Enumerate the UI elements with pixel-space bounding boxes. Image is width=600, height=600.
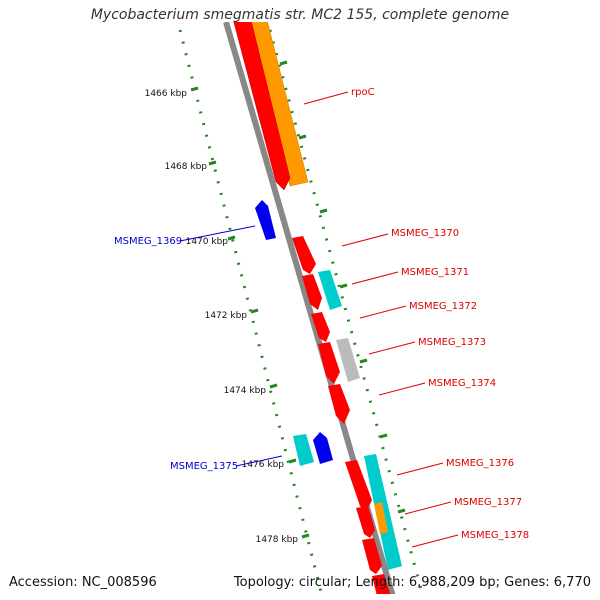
gene-msmeg-1373-red[interactable] xyxy=(318,342,340,384)
kbp-label-1474: 1474 kbp xyxy=(224,386,267,396)
label-msmeg-1376[interactable]: MSMEG_1376 xyxy=(446,458,514,469)
summary-text: Topology: circular; Length: 6,988,209 bp… xyxy=(233,575,591,590)
gene-msmeg-1377-red[interactable] xyxy=(356,506,375,538)
label-msmeg-1373[interactable]: MSMEG_1373 xyxy=(418,337,486,348)
kbp-label-1466: 1466 kbp xyxy=(145,89,188,99)
label-msmeg-1371[interactable]: MSMEG_1371 xyxy=(401,267,469,278)
gene-msmeg-1376[interactable] xyxy=(345,460,372,512)
gene-msmeg-1373[interactable] xyxy=(336,338,360,382)
gene-msmeg-1371-red[interactable] xyxy=(302,274,322,310)
label-msmeg-1377[interactable]: MSMEG_1377 xyxy=(454,497,522,508)
label-msmeg-1374[interactable]: MSMEG_1374 xyxy=(428,378,496,389)
kbp-label-1472: 1472 kbp xyxy=(205,311,248,321)
inner-ruler-ticks xyxy=(190,86,310,539)
gene-next-red[interactable] xyxy=(372,574,392,600)
reverse-leader-lines xyxy=(179,225,283,467)
gene-msmeg-1374[interactable] xyxy=(328,384,350,424)
kbp-label-1470: 1470 kbp xyxy=(186,237,229,247)
outer-ruler xyxy=(268,29,424,594)
gene-msmeg-1371[interactable] xyxy=(318,270,342,310)
label-msmeg-1370[interactable]: MSMEG_1370 xyxy=(391,228,459,239)
label-msmeg-1378[interactable]: MSMEG_1378 xyxy=(461,530,529,541)
gene-rpoC[interactable] xyxy=(228,0,291,191)
gene-msmeg-1372[interactable] xyxy=(311,312,330,342)
forward-leader-lines xyxy=(303,91,459,548)
inner-ruler xyxy=(178,29,324,594)
gene-msmeg-1375[interactable] xyxy=(293,434,314,466)
gene-msmeg-1378[interactable] xyxy=(362,538,382,574)
outer-ruler-ticks xyxy=(279,60,406,514)
gene-msmeg-1377[interactable] xyxy=(374,502,388,534)
label-msmeg-1369[interactable]: MSMEG_1369 xyxy=(114,236,182,247)
kbp-label-1476: 1476 kbp xyxy=(242,460,285,470)
kbp-label-1478: 1478 kbp xyxy=(256,535,299,545)
kbp-label-1468: 1468 kbp xyxy=(165,162,208,172)
gene-msmeg-1369[interactable] xyxy=(255,200,276,240)
label-rpoC[interactable]: rpoC xyxy=(351,87,375,98)
accession-text: Accession: NC_008596 xyxy=(9,575,157,590)
gene-msmeg-1370[interactable] xyxy=(292,236,316,274)
label-msmeg-1372[interactable]: MSMEG_1372 xyxy=(409,301,477,312)
gene-msmeg-1375-blue[interactable] xyxy=(313,432,333,464)
map-title: Mycobacterium smegmatis str. MC2 155, co… xyxy=(91,7,509,23)
label-msmeg-1375[interactable]: MSMEG_1375 xyxy=(170,461,238,472)
